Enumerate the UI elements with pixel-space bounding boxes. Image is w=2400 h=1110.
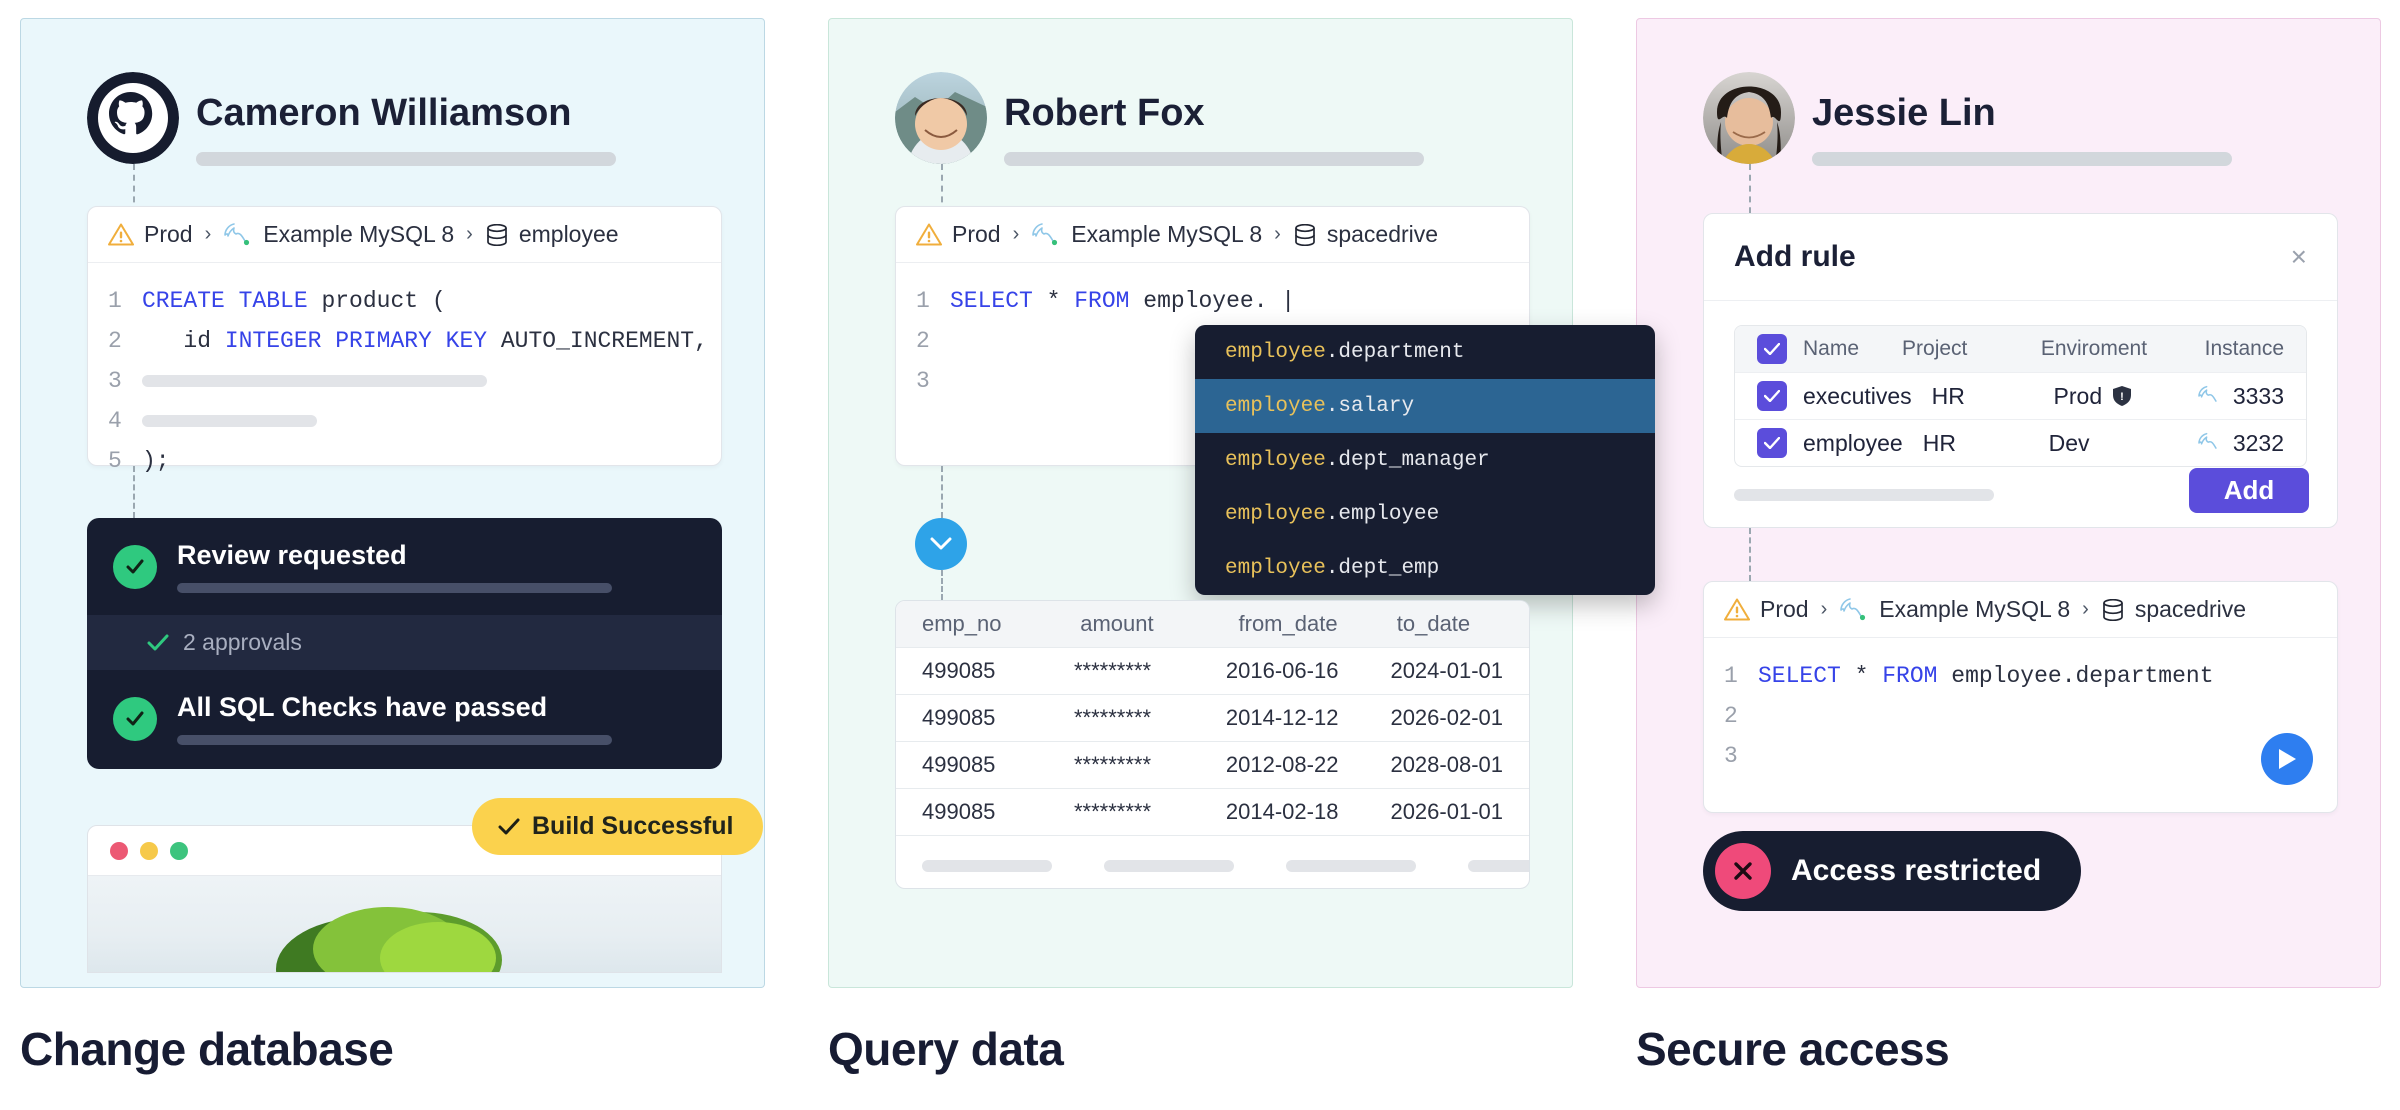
svg-text:!: !	[2120, 391, 2124, 403]
